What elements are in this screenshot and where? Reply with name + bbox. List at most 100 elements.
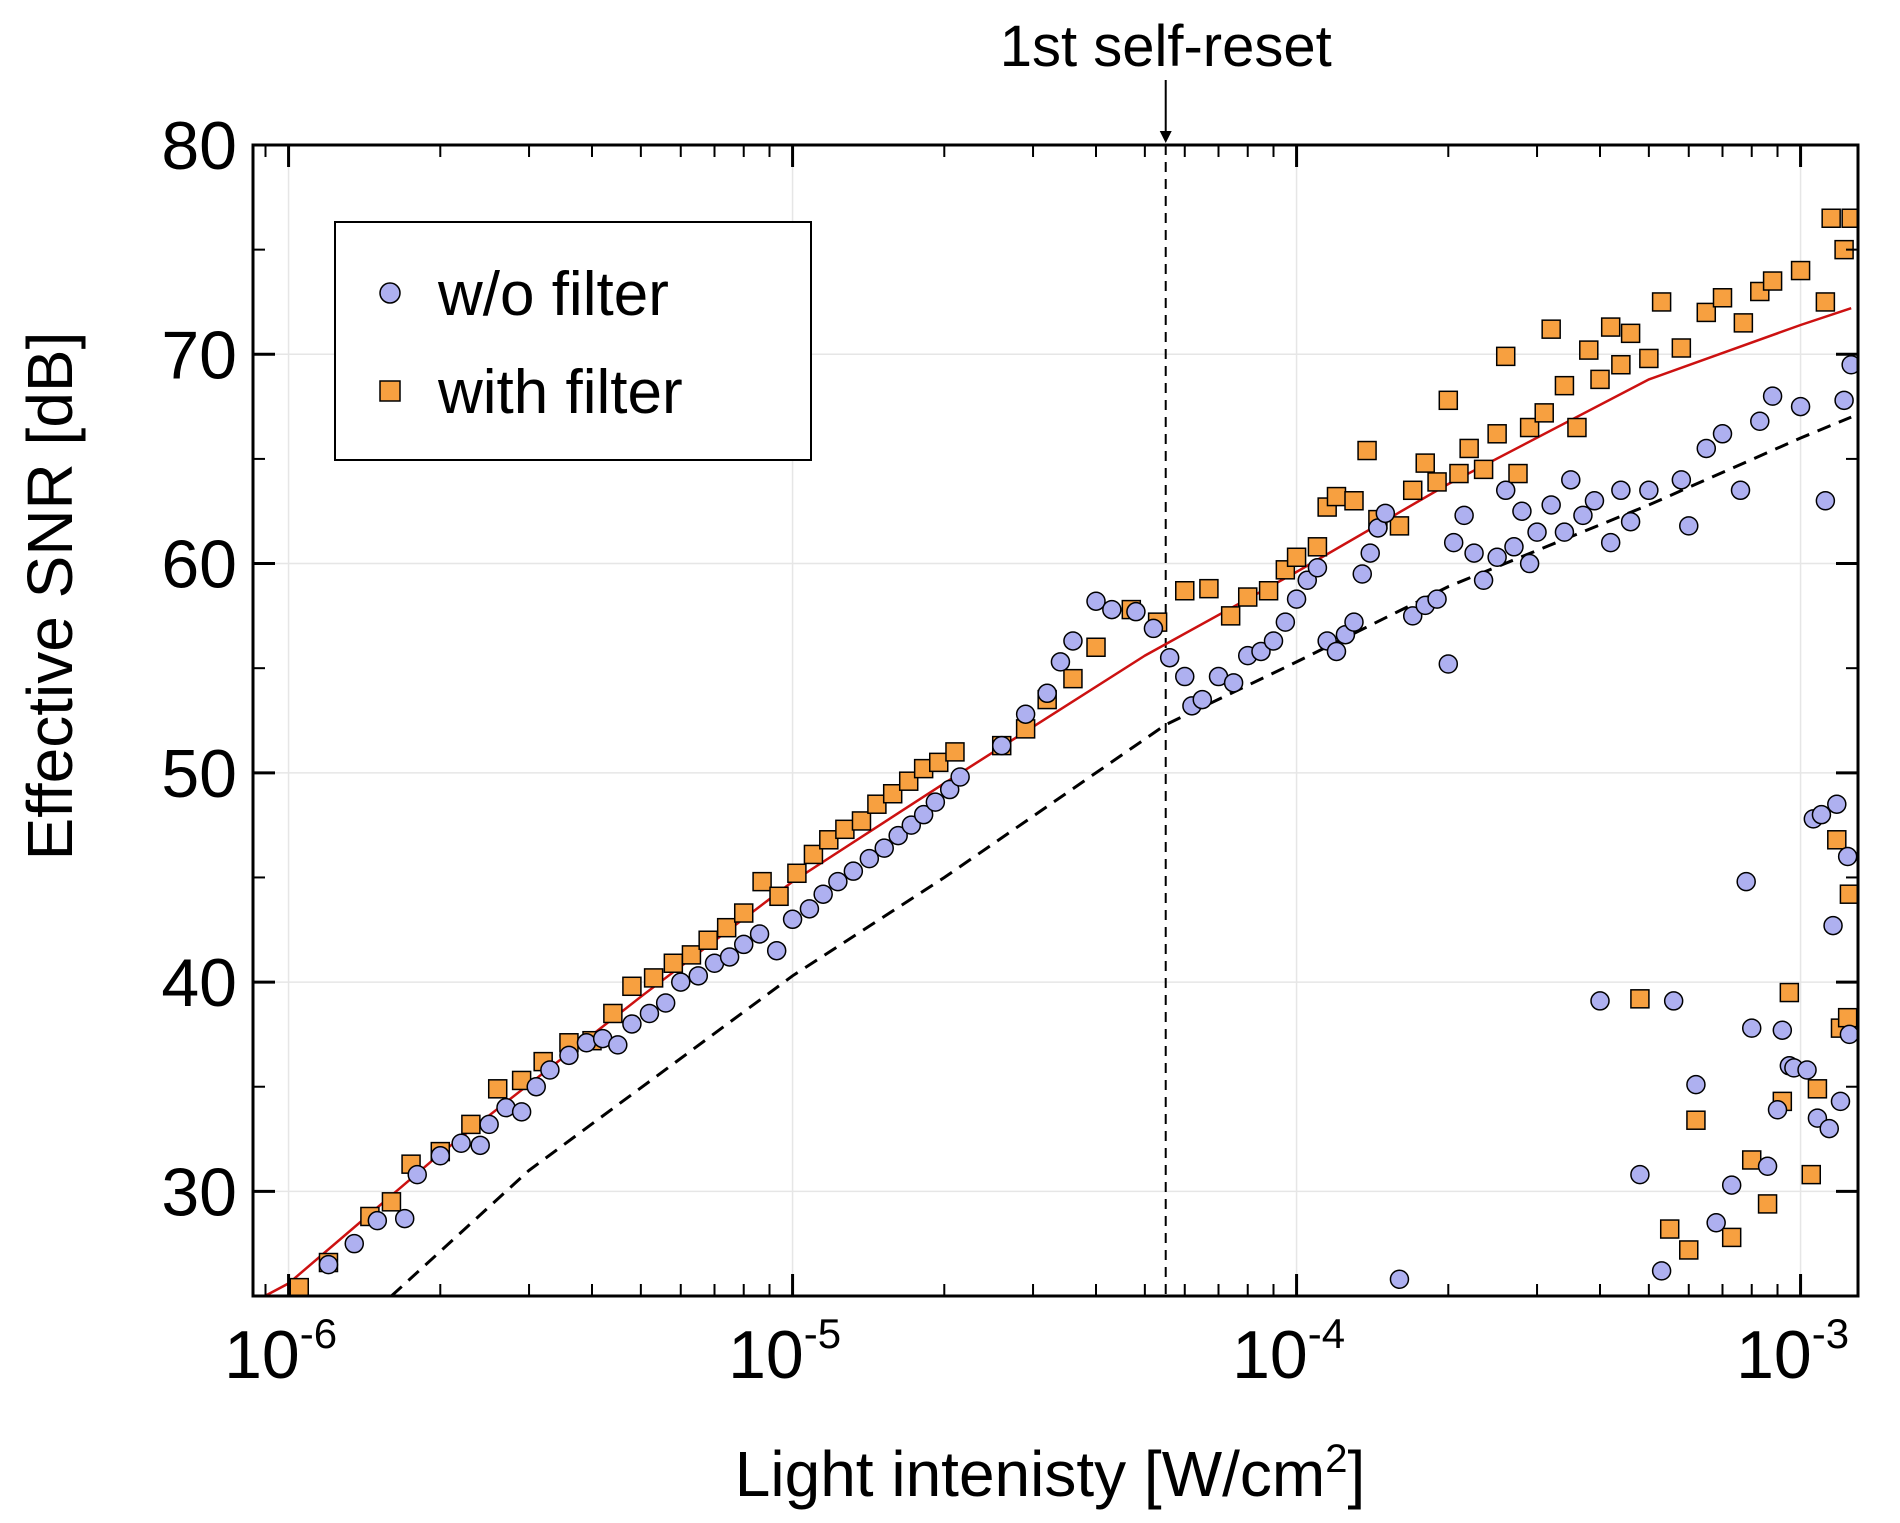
with-filter-point <box>1807 1079 1828 1099</box>
w-o-filter-point <box>1590 991 1610 1011</box>
w-o-filter-point <box>719 947 740 967</box>
with-filter-point <box>1519 417 1540 438</box>
w-o-filter-point <box>1443 532 1464 553</box>
y-axis-label: Effective SNR [dB] <box>14 332 86 861</box>
w-o-filter-point <box>733 934 754 955</box>
with-filter-point <box>819 830 839 850</box>
w-o-filter-point <box>1015 704 1036 724</box>
w-o-filter-point <box>1389 1269 1410 1290</box>
w-o-filter-point <box>1427 589 1447 609</box>
w-o-filter-point <box>394 1208 415 1229</box>
with-filter-point <box>1837 1007 1858 1028</box>
w-o-filter-point <box>1696 438 1717 459</box>
w-o-filter-point <box>470 1135 490 1156</box>
w-o-filter-point <box>540 1060 560 1080</box>
w-o-filter-point <box>1730 480 1751 501</box>
w-o-filter-point <box>1679 516 1699 536</box>
with-filter-point <box>1199 578 1219 599</box>
with-filter-point <box>1487 424 1507 444</box>
w-o-filter-point <box>1620 511 1641 532</box>
annotation-arrowhead <box>1159 131 1172 143</box>
w-o-filter-point <box>1834 390 1854 411</box>
with-filter-point <box>1415 453 1435 473</box>
w-o-filter-point <box>1823 915 1843 936</box>
w-o-filter-point <box>1251 641 1271 662</box>
w-o-filter-point <box>1527 522 1547 542</box>
w-o-filter-point <box>1275 612 1296 632</box>
w-o-filter-point <box>1790 396 1811 417</box>
w-o-filter-point <box>1573 505 1593 526</box>
w-o-filter-point <box>1819 1118 1840 1139</box>
with-filter-point <box>929 752 949 773</box>
w-o-filter-point <box>1360 543 1380 563</box>
w-o-filter-point <box>639 1003 660 1024</box>
w-o-filter-point <box>1375 503 1396 524</box>
legend-box <box>334 221 812 461</box>
w-o-filter-point <box>1712 424 1733 444</box>
w-o-filter-point <box>1600 532 1621 553</box>
w-o-filter-point <box>1772 1020 1793 1040</box>
x-tick-base: 10 <box>1736 1317 1812 1393</box>
with-filter-point <box>1237 587 1258 607</box>
with-filter-point <box>1175 581 1195 601</box>
w-o-filter-point <box>749 924 770 944</box>
with-filter-point <box>1696 302 1717 323</box>
x-tick-exponent: -4 <box>1308 1310 1345 1357</box>
with-filter-point <box>1459 438 1479 459</box>
w-o-filter-point <box>1326 641 1347 662</box>
with-filter-point <box>769 886 789 907</box>
x-tick-label: 10-3 <box>1736 1310 1849 1393</box>
w-o-filter-point <box>671 972 691 992</box>
with-filter-point <box>1801 1164 1822 1185</box>
with-filter-point <box>867 794 887 814</box>
with-filter-point <box>1790 260 1811 281</box>
w-o-filter-point <box>526 1076 546 1097</box>
x-axis-label-main: Light intenisty [W/cm <box>735 1438 1325 1510</box>
w-o-filter-point <box>559 1045 579 1066</box>
with-filter-point <box>803 844 824 865</box>
w-o-filter-point <box>1519 553 1540 574</box>
w-o-filter-point <box>1143 618 1164 639</box>
with-filter-point <box>716 917 737 938</box>
w-o-filter-point <box>1815 491 1836 511</box>
w-o-filter-point <box>1307 557 1328 578</box>
with-filter-point <box>1307 537 1328 557</box>
with-filter-point <box>1258 581 1279 601</box>
with-filter-point <box>603 1003 623 1024</box>
with-filter-point <box>487 1079 508 1099</box>
with-filter-point <box>1639 348 1659 369</box>
plot-frame <box>251 143 1860 1298</box>
w-o-filter-point <box>1175 666 1195 687</box>
with-filter-point <box>1659 1219 1680 1239</box>
w-o-filter-point <box>1839 1024 1858 1045</box>
with-filter-point <box>1508 463 1528 484</box>
w-o-filter-point <box>1159 647 1180 668</box>
w-o-filter-point <box>828 871 848 892</box>
data-points <box>289 208 1858 1296</box>
with-filter-point <box>663 953 684 974</box>
w-o-filter-point <box>991 735 1012 756</box>
w-o-filter-point <box>1837 846 1858 867</box>
w-o-filter-point <box>901 815 922 835</box>
with-filter-point <box>733 903 754 923</box>
w-o-filter-point <box>1686 1074 1706 1095</box>
x-tick-label: 10-6 <box>224 1310 337 1393</box>
x-tick-base: 10 <box>728 1317 804 1393</box>
w-o-filter-point <box>1063 631 1083 651</box>
with-filter-point <box>1827 830 1847 850</box>
w-o-filter-point <box>1811 804 1832 825</box>
with-filter-point <box>461 1114 481 1135</box>
with-filter-point <box>1495 346 1516 367</box>
w-o-filter-point <box>344 1233 365 1254</box>
with-filter-point <box>1821 208 1841 228</box>
with-filter-point <box>1757 1194 1778 1214</box>
w-o-filter-point <box>913 804 934 825</box>
w-o-filter-point <box>939 779 960 800</box>
w-o-filter-point <box>1504 537 1524 557</box>
with-filter-point <box>1063 668 1083 689</box>
with-filter-point <box>1721 1227 1742 1248</box>
theory-line <box>390 415 1852 1296</box>
with-filter-point <box>1449 463 1469 484</box>
annotation-label: 1st self-reset <box>1000 14 1332 79</box>
